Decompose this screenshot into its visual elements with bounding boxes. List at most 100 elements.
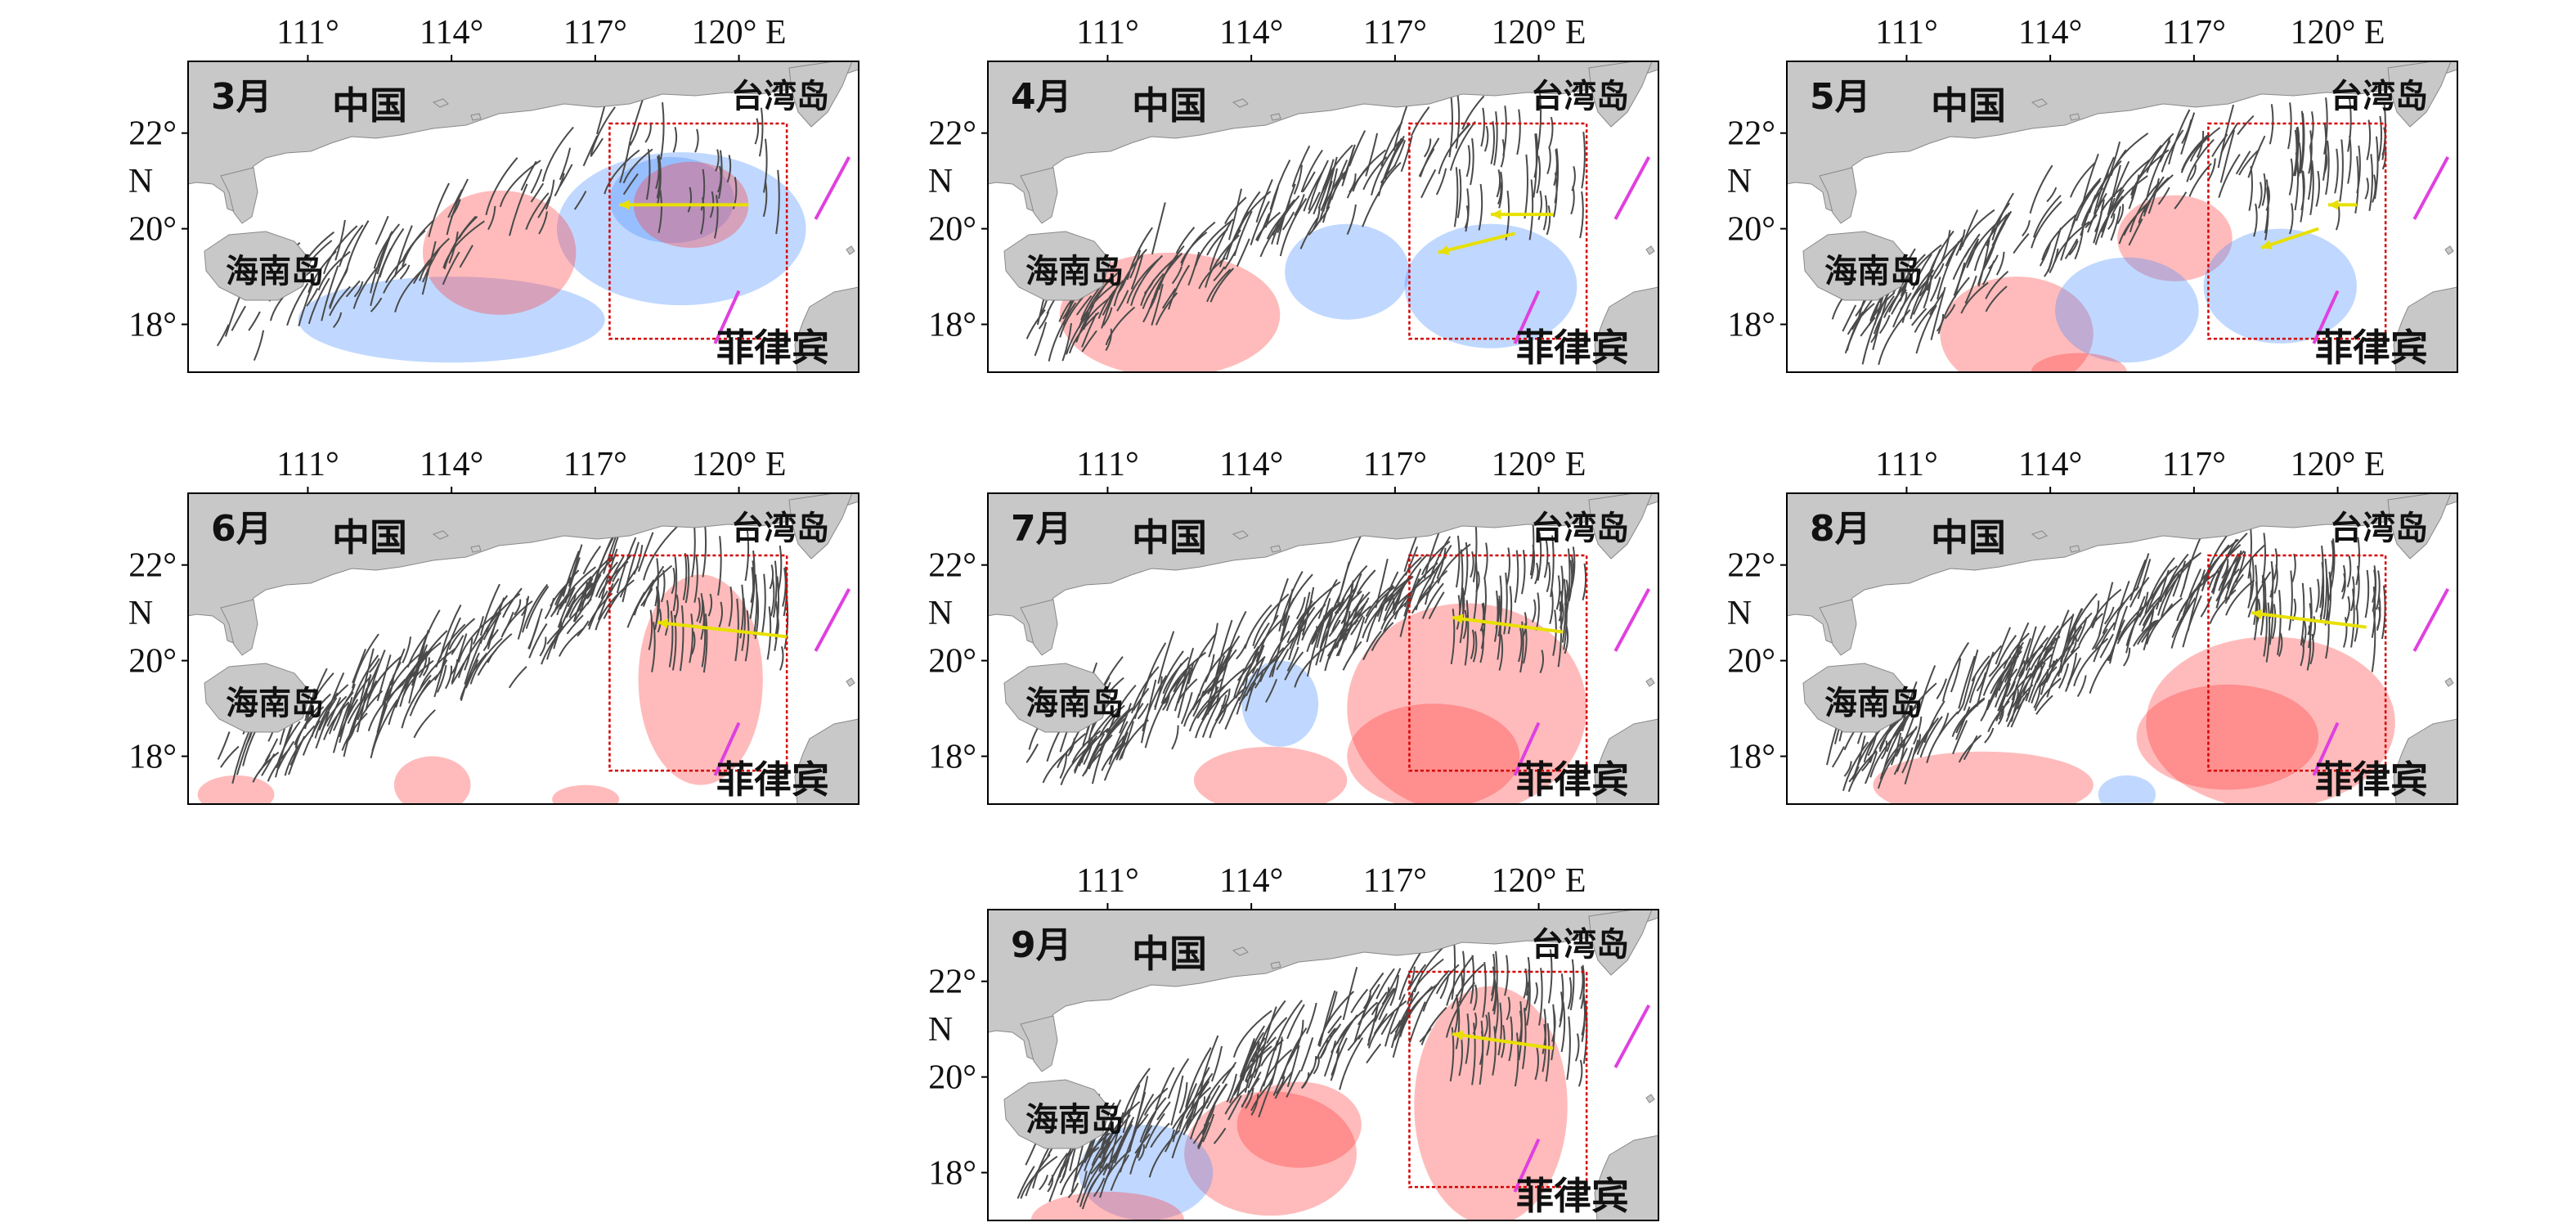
wave-crest bbox=[1330, 1047, 1340, 1081]
map-panel-4: 111° 114° 117° 120° E 22° 20° 18° N 7月 中国 台湾岛海南岛菲律… bbox=[928, 446, 1659, 805]
propagation-arrow-head bbox=[1438, 245, 1450, 255]
wave-crest bbox=[1294, 637, 1338, 688]
wave-crest bbox=[2046, 649, 2076, 698]
wave-crest bbox=[1209, 655, 1226, 692]
wave-crest bbox=[2031, 653, 2049, 676]
wave-crest bbox=[553, 600, 575, 649]
wave-crest bbox=[1136, 1113, 1149, 1129]
wave-crest bbox=[1402, 992, 1414, 1025]
wave-crest bbox=[1187, 251, 1200, 286]
wave-crest bbox=[1449, 1027, 1455, 1082]
transect-line bbox=[2312, 721, 2340, 776]
wave-crest bbox=[2107, 213, 2116, 231]
wave-crest bbox=[1915, 304, 1937, 354]
wave-crest bbox=[689, 614, 693, 663]
wave-crest bbox=[1177, 662, 1195, 718]
wave-crest bbox=[1218, 229, 1241, 267]
wave-crest bbox=[1958, 735, 1982, 763]
wave-crest bbox=[1964, 275, 1977, 304]
wave-crest bbox=[345, 684, 356, 702]
wave-crest bbox=[1172, 1087, 1205, 1143]
wave-crest bbox=[2107, 630, 2122, 661]
lon-tick-label: 120° E bbox=[692, 14, 787, 52]
wave-crest bbox=[1349, 130, 1367, 167]
wave-crest bbox=[447, 189, 463, 218]
lon-tick-label: 114° bbox=[2018, 14, 2082, 52]
wave-crest bbox=[1557, 601, 1563, 667]
wave-crest bbox=[1420, 1006, 1447, 1045]
wave-crest bbox=[629, 124, 640, 146]
lon-tick-label: 120° E bbox=[692, 446, 787, 483]
wave-crest bbox=[1482, 961, 1487, 1018]
wave-crest bbox=[1526, 969, 1531, 1026]
lat-tick-label: 20° bbox=[1727, 643, 1775, 681]
wave-crest bbox=[1506, 996, 1511, 1021]
wave-crest bbox=[2219, 129, 2236, 183]
wave-crest bbox=[1534, 1047, 1539, 1081]
propagation-arrow bbox=[657, 620, 788, 639]
wave-crest bbox=[603, 592, 620, 619]
lat-tick-label: 18° bbox=[128, 739, 177, 776]
place-label-taiwan: 台湾岛 bbox=[1531, 78, 1629, 115]
wave-crest bbox=[1247, 1071, 1262, 1096]
wave-crest bbox=[1389, 1019, 1402, 1035]
wave-crest bbox=[2141, 591, 2156, 611]
wave-crest bbox=[1552, 609, 1557, 656]
wave-crest bbox=[371, 704, 388, 752]
lon-tick-label: 117° bbox=[563, 14, 627, 52]
wave-crest bbox=[1364, 586, 1396, 624]
propagation-arrow bbox=[1452, 1032, 1554, 1050]
panel-frame bbox=[987, 909, 1659, 1221]
wave-crest bbox=[341, 712, 368, 751]
wave-crest bbox=[587, 573, 602, 598]
wave-crest bbox=[1580, 964, 1586, 1009]
wave-crest bbox=[1209, 267, 1235, 303]
wave-crest bbox=[660, 101, 665, 160]
wave-crest bbox=[2017, 645, 2044, 677]
wave-crest bbox=[1574, 1033, 1580, 1062]
month-label: 7月 bbox=[1011, 508, 1072, 550]
wave-crest bbox=[1239, 1040, 1255, 1077]
wave-crest bbox=[2226, 550, 2242, 589]
wave-crest bbox=[2130, 145, 2162, 200]
wave-crest bbox=[1952, 720, 1968, 755]
propagation-arrow-head bbox=[2327, 200, 2339, 210]
wave-crest bbox=[1190, 1067, 1210, 1110]
wave-crest bbox=[1995, 627, 2012, 665]
wave-crest bbox=[1150, 1122, 1170, 1148]
wave-crest bbox=[2110, 206, 2121, 241]
wave-crest bbox=[684, 554, 690, 604]
wave-crest bbox=[1486, 1012, 1491, 1056]
wave-crest bbox=[528, 622, 548, 658]
wave-crest bbox=[323, 701, 350, 740]
wave-crest bbox=[1473, 984, 1478, 1011]
wave-crest bbox=[1911, 254, 1932, 290]
wave-crest bbox=[2308, 587, 2313, 649]
lon-tick-label: 117° bbox=[2162, 14, 2226, 52]
wave-crest bbox=[744, 527, 750, 582]
wave-crest bbox=[2022, 220, 2031, 237]
wave-crest bbox=[1245, 656, 1266, 712]
wave-crest bbox=[2125, 596, 2146, 654]
place-label-taiwan: 台湾岛 bbox=[2330, 510, 2428, 547]
wave-crest bbox=[1255, 178, 1273, 223]
wave-crest bbox=[1099, 1099, 1122, 1159]
wave-crest bbox=[772, 560, 778, 618]
wave-crest bbox=[1419, 137, 1440, 178]
study-region-box bbox=[1408, 554, 1588, 772]
wave-crest bbox=[1081, 312, 1097, 348]
wave-crest bbox=[500, 600, 533, 638]
wave-crest bbox=[1567, 977, 1573, 1009]
wave-crest bbox=[2185, 570, 2210, 610]
wave-crest bbox=[1326, 607, 1334, 629]
wave-crest bbox=[2161, 129, 2184, 173]
wave-crest bbox=[1322, 159, 1335, 191]
wave-crest bbox=[2017, 638, 2032, 674]
wave-crest bbox=[2027, 662, 2046, 703]
wave-crest bbox=[2103, 606, 2115, 625]
propagation-arrow bbox=[1452, 616, 1564, 634]
wave-crest bbox=[2004, 645, 2023, 683]
wave-crest bbox=[376, 654, 392, 702]
wave-crest bbox=[1244, 604, 1272, 649]
wave-crest bbox=[1878, 309, 1911, 366]
